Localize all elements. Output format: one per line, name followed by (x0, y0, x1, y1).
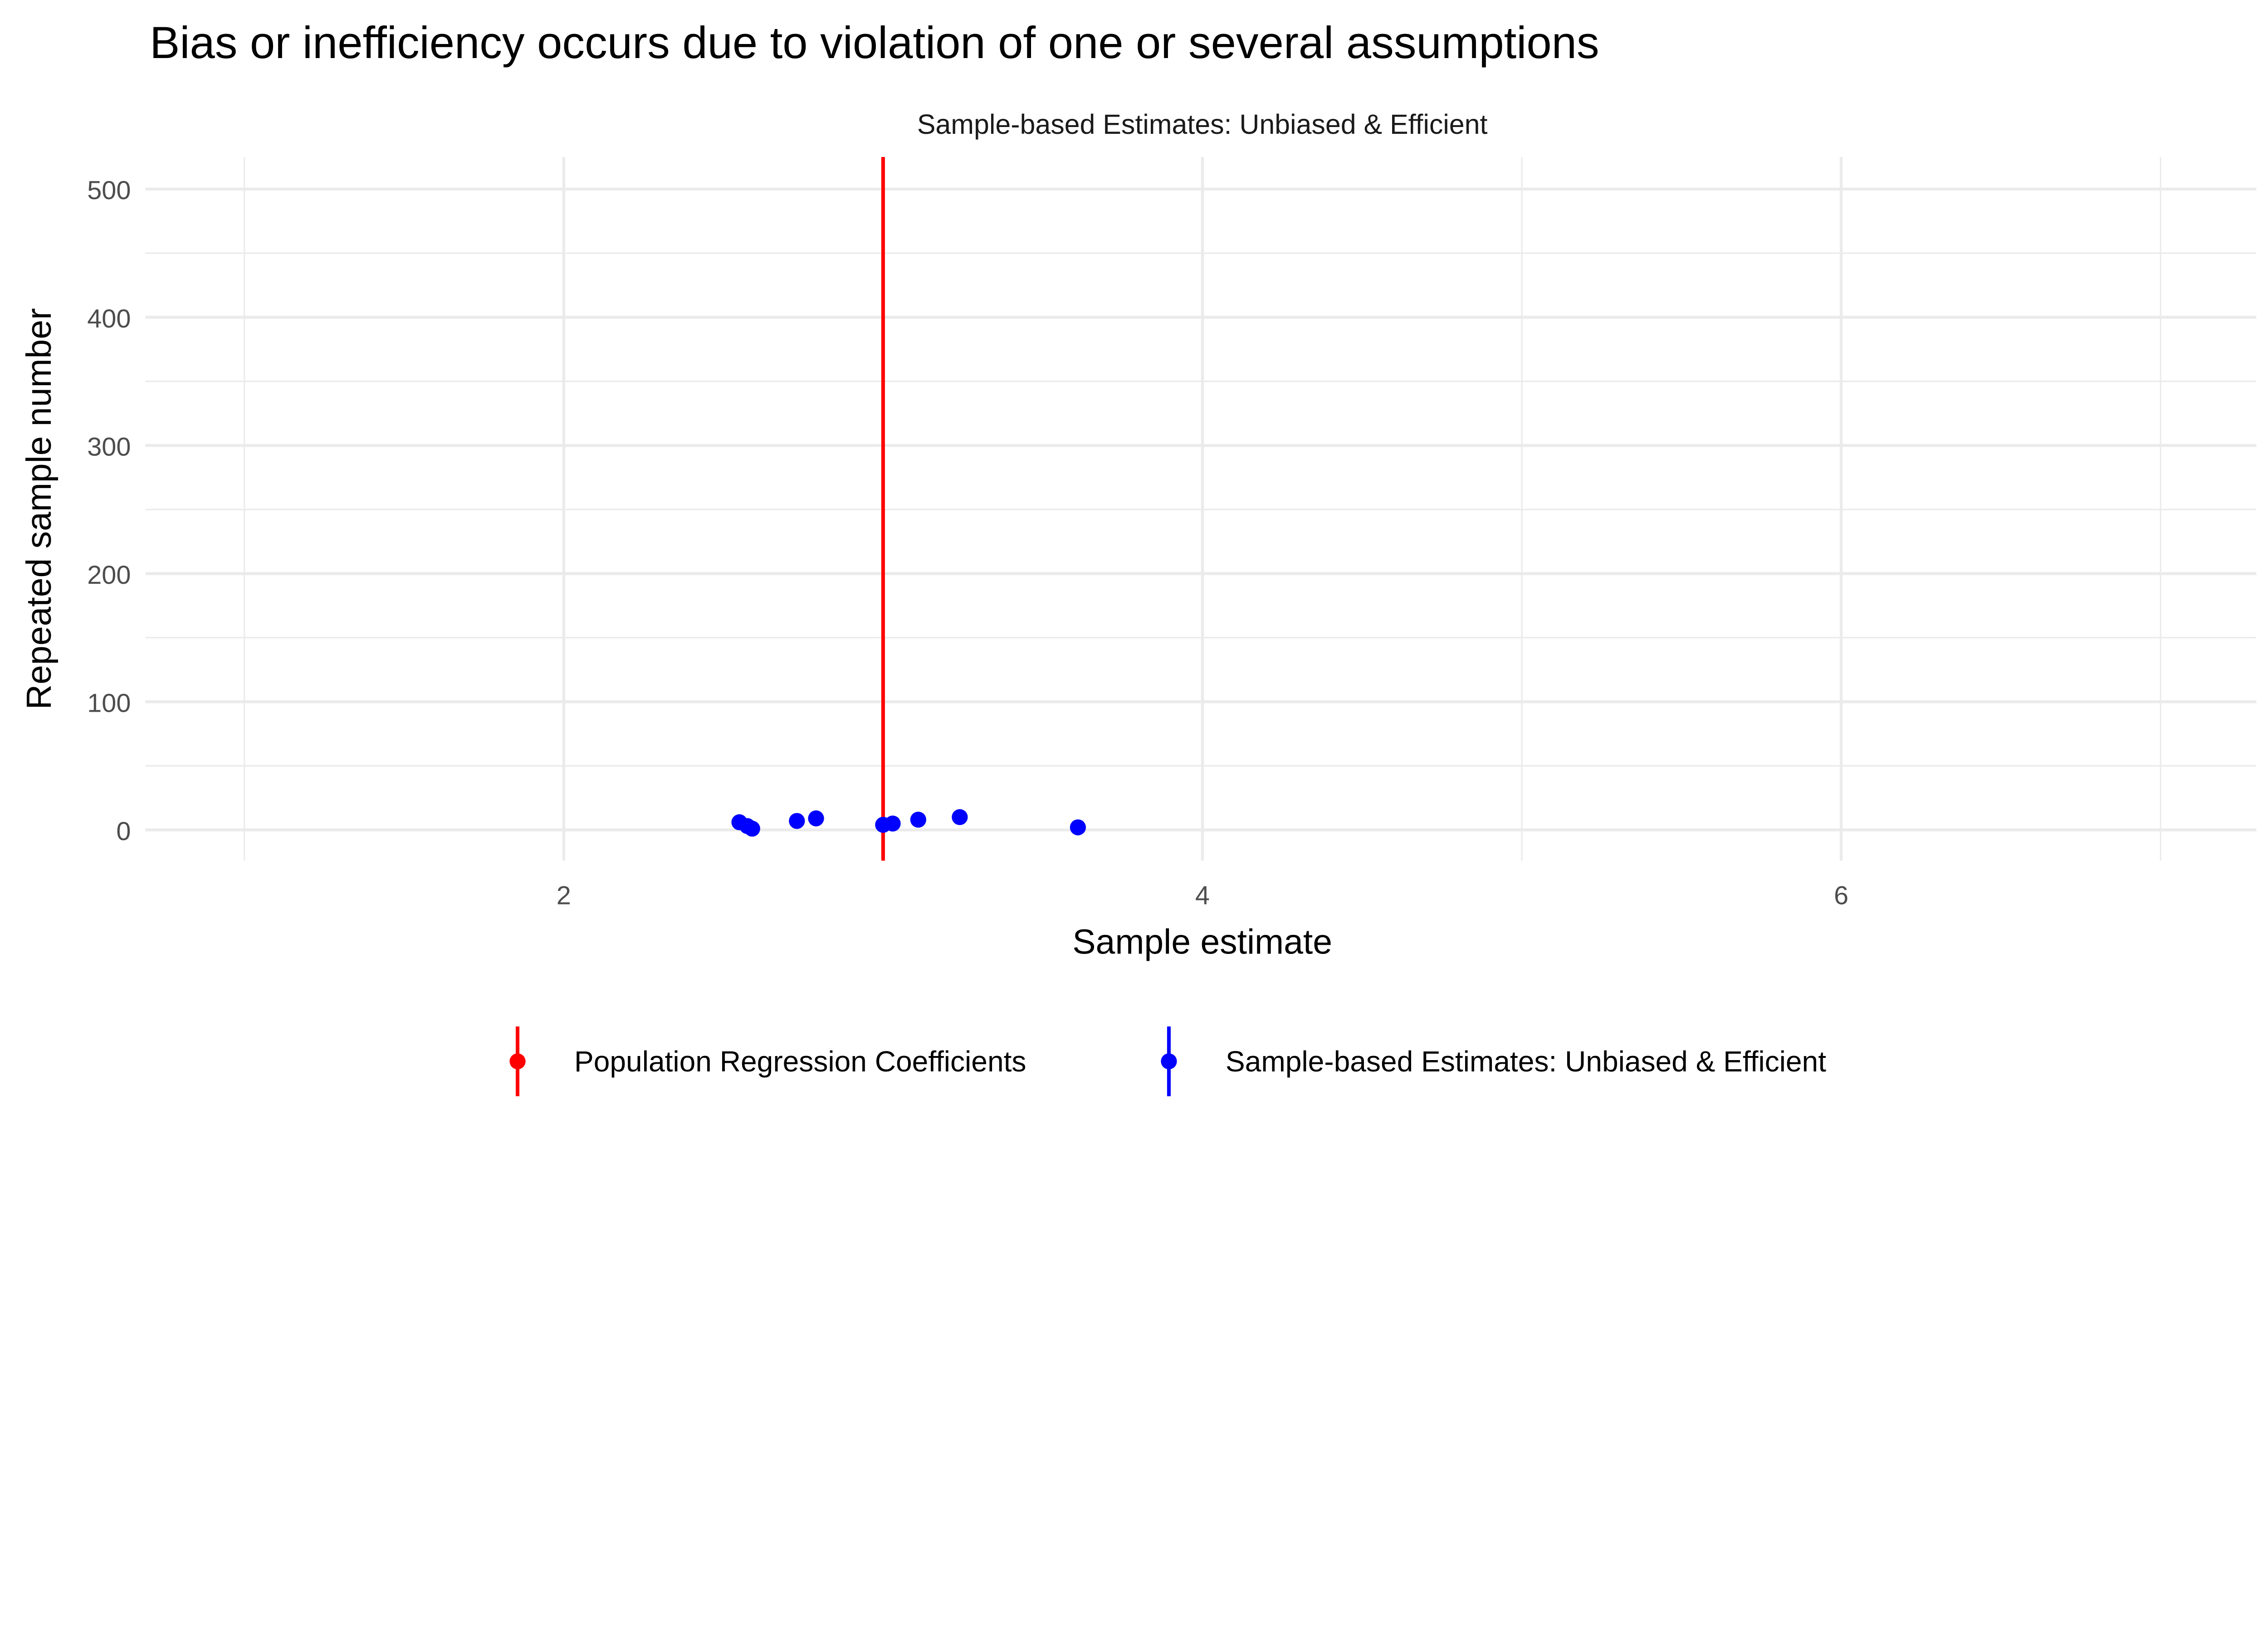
legend-key-dot-blue (1161, 1053, 1177, 1070)
legend-item-sample: Sample-based Estimates: Unbiased & Effic… (1161, 1026, 1826, 1096)
y-tick-label: 200 (87, 561, 131, 590)
sample-estimate-point (910, 812, 926, 828)
legend-label-population: Population Regression Coefficients (574, 1045, 1026, 1078)
y-axis-label: Repeated sample number (20, 308, 59, 709)
x-tick-label: 6 (1834, 881, 1848, 910)
y-tick-label: 100 (87, 689, 131, 718)
x-tick-label: 2 (557, 881, 571, 910)
y-tick-label: 0 (116, 817, 131, 846)
sample-estimate-point (885, 815, 901, 832)
x-axis-label: Sample estimate (1072, 923, 1332, 962)
chart: Bias or inefficiency occurs due to viola… (20, 18, 2257, 1096)
sample-estimate-point (744, 821, 760, 837)
sample-estimate-point (1070, 819, 1086, 836)
sample-estimate-point (808, 810, 824, 826)
sample-estimate-point (789, 813, 805, 829)
marks (731, 157, 1086, 861)
sample-estimate-point (952, 809, 968, 825)
y-tick-label: 400 (87, 304, 131, 333)
chart-title: Bias or inefficiency occurs due to viola… (150, 18, 1599, 68)
grid (145, 157, 2257, 861)
x-tick-label: 4 (1195, 881, 1210, 910)
legend-item-population: Population Regression Coefficients (509, 1026, 1026, 1096)
legend: Population Regression Coefficients Sampl… (509, 1026, 1826, 1096)
legend-key-dot-red (509, 1053, 526, 1070)
y-tick-label: 300 (87, 432, 131, 461)
y-tick-label: 500 (87, 176, 131, 205)
legend-label-sample: Sample-based Estimates: Unbiased & Effic… (1226, 1045, 1826, 1078)
facet-label: Sample-based Estimates: Unbiased & Effic… (917, 109, 1488, 140)
axes: 2 4 6 0 100 200 300 400 500 (87, 176, 1848, 910)
